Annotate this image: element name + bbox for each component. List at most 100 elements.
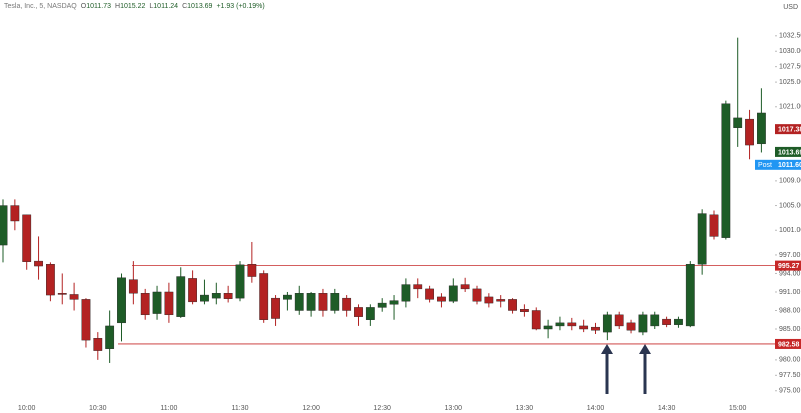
- candle-body: [57, 293, 67, 295]
- y-tick-label: 994.00: [779, 270, 801, 277]
- y-tick-label: 1025.00: [779, 79, 801, 86]
- price-label-box: [775, 124, 801, 135]
- candle-body: [117, 277, 126, 324]
- candle-body: [0, 205, 8, 246]
- x-tick-label: 15:00: [729, 405, 747, 412]
- candle-body: [425, 288, 434, 300]
- candle-body: [283, 294, 292, 300]
- candle-body: [697, 213, 707, 265]
- y-tick-label: 977.50: [779, 372, 801, 379]
- candle-body: [567, 322, 577, 327]
- candle-body: [437, 296, 446, 302]
- candle-body: [757, 112, 766, 145]
- y-tick-label: 1005.00: [779, 202, 801, 209]
- candle-body: [354, 307, 363, 317]
- candle-body: [377, 302, 387, 308]
- candle-body: [306, 293, 316, 311]
- x-tick-label: 13:00: [445, 405, 463, 412]
- header: Tesla, Inc., 5, NASDAQ O1011.73 H1015.22 L1…: [4, 3, 265, 10]
- y-tick-label: 1001.00: [779, 227, 801, 234]
- candle-body: [484, 296, 494, 304]
- candle-body: [460, 284, 470, 290]
- candle-body: [330, 293, 340, 311]
- candle-body: [389, 300, 399, 305]
- level-label-box: [775, 338, 801, 349]
- candle-body: [614, 314, 624, 327]
- x-tick-label: 10:30: [89, 405, 107, 412]
- header-value: 1011.24: [153, 3, 178, 10]
- price-label: 1013.69: [778, 149, 801, 156]
- header-value: 1013.69: [187, 3, 212, 10]
- header-key: L: [149, 3, 153, 10]
- candle-body: [176, 276, 186, 317]
- candle-body: [128, 279, 138, 294]
- candle-body: [69, 294, 79, 300]
- candle-body: [709, 214, 719, 237]
- candle-body: [318, 293, 328, 311]
- candle-body: [448, 285, 458, 302]
- candle-body: [745, 118, 754, 146]
- candle-body: [247, 263, 257, 277]
- candle-body: [555, 322, 565, 327]
- candle-body: [342, 297, 352, 311]
- y-tick-label: 1021.00: [779, 104, 801, 111]
- level-label: 982.58: [778, 341, 800, 348]
- candle-body: [93, 338, 103, 351]
- y-tick-label: 991.00: [779, 289, 801, 296]
- level-label-box: [775, 260, 801, 271]
- price-label: 1017.38: [778, 126, 801, 133]
- candle-body: [413, 284, 423, 290]
- candle-body: [579, 325, 589, 330]
- candle-body: [188, 278, 197, 303]
- candle-body: [626, 322, 636, 331]
- candle-body: [164, 291, 174, 316]
- candle-body: [638, 314, 648, 333]
- candle-body: [259, 273, 269, 320]
- x-tick-label: 12:30: [373, 405, 391, 412]
- header-key: H: [115, 3, 120, 10]
- header-change: +1.93 (+0.19%): [216, 3, 264, 10]
- candle-body: [46, 263, 55, 296]
- level-label: 995.27: [778, 263, 800, 270]
- candle-body: [271, 297, 280, 319]
- candle-body: [721, 103, 731, 238]
- candle-body: [591, 326, 600, 331]
- price-tag: Post: [758, 162, 772, 169]
- candle-body: [496, 299, 506, 302]
- x-tick-label: 11:30: [232, 405, 249, 412]
- header-symbol: Tesla, Inc., 5, NASDAQ: [4, 3, 77, 10]
- candle-body: [662, 318, 672, 325]
- candle-body: [105, 325, 115, 349]
- candle-body: [602, 314, 612, 333]
- price-label-box: [775, 159, 801, 170]
- candle-body: [223, 293, 233, 299]
- y-tick-label: 988.00: [779, 307, 801, 314]
- header-value: 1015.22: [120, 3, 145, 10]
- candle-body: [200, 294, 209, 302]
- header-value: 1011.73: [86, 3, 111, 10]
- y-tick-label: 985.00: [779, 326, 801, 333]
- candle-body: [674, 318, 683, 325]
- y-tick-label: 997.00: [779, 252, 801, 259]
- candle-body: [650, 314, 660, 327]
- y-tick-label: 1030.00: [779, 48, 801, 55]
- candle-body: [22, 214, 32, 262]
- candle-body: [531, 310, 541, 330]
- x-tick-label: 10:00: [18, 405, 36, 412]
- x-tick-label: 11:00: [160, 405, 177, 412]
- candle-body: [81, 299, 91, 341]
- x-tick-label: 14:30: [658, 405, 676, 412]
- candle-body: [543, 325, 553, 330]
- price-label: 1011.60: [778, 162, 801, 169]
- x-tick-label: 12:00: [302, 405, 320, 412]
- arrows: [601, 344, 651, 394]
- currency: USD: [783, 4, 798, 11]
- candle-body: [401, 284, 411, 302]
- candle-body: [140, 293, 150, 316]
- header-key: C: [182, 3, 187, 10]
- candle-body: [472, 288, 482, 302]
- price-label-box: [775, 146, 801, 157]
- y-tick-label: 1009.00: [779, 178, 801, 185]
